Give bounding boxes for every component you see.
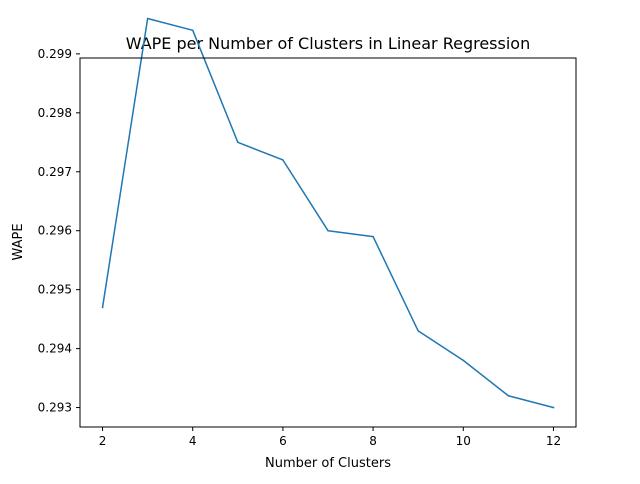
axis-ticks: 2 4 6 8 10 12 0.293 0.294 0.295 0.296 0.297 0.298 0.… [38,47,561,448]
data-point [552,406,555,409]
x-tick-label: 4 [189,434,197,448]
y-tick-label: 0.296 [38,224,72,238]
y-axis-label: WAPE [11,223,26,260]
chart-title: WAPE per Number of Clusters in Linear Re… [126,34,530,53]
data-point [507,395,510,397]
x-axis-label: Number of Clusters [265,456,391,471]
data-point [101,306,104,309]
series-layer [101,17,555,409]
plot-frame [79,57,577,428]
data-point [417,330,419,332]
data-point [191,29,194,32]
data-point [327,229,329,232]
data-point [462,359,465,362]
x-tick-label: 2 [99,434,107,448]
data-point [237,141,239,144]
y-tick-label: 0.295 [38,283,72,297]
y-tick-label: 0.294 [38,342,72,356]
y-tick-label: 0.298 [38,106,72,120]
x-tick-label: 10 [456,434,471,448]
y-tick-label: 0.297 [38,165,72,179]
y-tick-label: 0.299 [38,47,72,61]
data-point [372,235,374,238]
y-tick-label: 0.293 [38,401,72,415]
data-point [146,17,149,20]
data-point [282,159,284,161]
x-tick-label: 8 [369,434,377,448]
x-tick-label: 6 [279,434,287,448]
x-tick-label: 12 [546,434,561,448]
